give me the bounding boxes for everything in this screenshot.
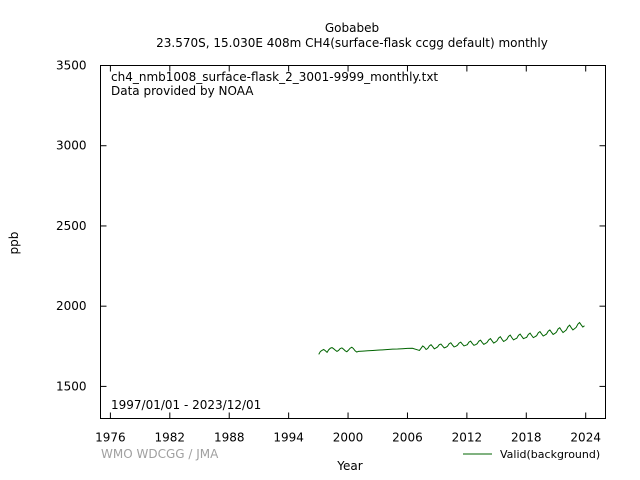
x-tick-label: 1982 (155, 431, 186, 445)
annotation-filename: ch4_nmb1008_surface-flask_2_3001-9999_mo… (111, 70, 438, 84)
y-tick-label: 3000 (56, 139, 87, 153)
x-tick-label: 2012 (452, 431, 483, 445)
credit-label: WMO WDCGG / JMA (101, 447, 219, 461)
series-line-0 (318, 321, 585, 355)
x-tick-label: 1976 (95, 431, 126, 445)
x-tick-label: 2006 (392, 431, 423, 445)
date-range-label: 1997/01/01 - 2023/12/01 (111, 398, 261, 412)
y-tick-label: 2000 (56, 299, 87, 313)
y-tick-label: 2500 (56, 219, 87, 233)
chart-subtitle: 23.570S, 15.030E 408m CH4(surface-flask … (156, 36, 548, 50)
plot-frame (100, 65, 606, 419)
axis-ticks: 1976 1982 1988 1994 2000 2006 2012 2018 2024 1500… (56, 59, 606, 445)
x-tick-label: 2000 (333, 431, 364, 445)
x-tick-label: 1994 (273, 431, 304, 445)
x-tick-label: 2018 (511, 431, 542, 445)
annotation-provider: Data provided by NOAA (111, 84, 254, 98)
chart-title: Gobabeb (325, 21, 379, 35)
y-axis-label: ppb (7, 232, 21, 255)
series-layer (318, 321, 585, 355)
x-axis-label: Year (336, 459, 362, 473)
y-tick-label: 3500 (56, 59, 87, 73)
legend-label: Valid(background) (500, 448, 600, 461)
x-tick-label: 1988 (214, 431, 245, 445)
x-tick-label: 2024 (570, 431, 601, 445)
y-tick-label: 1500 (56, 379, 87, 393)
